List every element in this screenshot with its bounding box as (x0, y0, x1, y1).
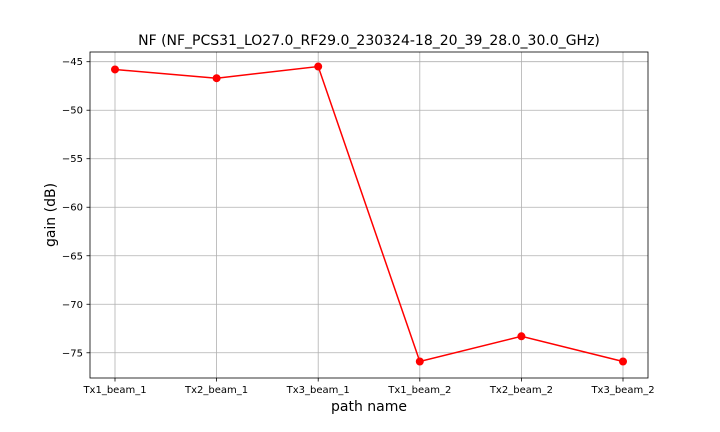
data-point (314, 62, 323, 71)
axes-frame (89, 51, 649, 379)
y-tick-label: −75 (62, 348, 83, 359)
series-layer (111, 62, 627, 366)
y-tick-label: −50 (62, 106, 83, 117)
y-tick-label: −55 (62, 154, 83, 165)
x-tick-label: Tx2_beam_2 (489, 385, 553, 396)
y-axis-label: gain (dB) (43, 183, 59, 247)
data-point (619, 357, 627, 366)
data-point (212, 74, 221, 83)
y-tick-label: −65 (62, 251, 83, 262)
x-tick-label: Tx1_beam_1 (82, 385, 146, 396)
x-axis-label: path name (331, 399, 407, 415)
grid (90, 52, 648, 378)
x-tick-label: Tx1_beam_2 (387, 385, 451, 396)
y-tick-label: −45 (62, 57, 83, 68)
y-axis: −45 −50 −55 −60 −65 −70 −75 (62, 57, 90, 359)
series-line (114, 65, 624, 363)
data-point (517, 332, 526, 341)
x-axis: Tx1_beam_1 Tx2_beam_1 Tx3_beam_1 Tx1_beam_2… (82, 378, 655, 396)
y-tick-label: −60 (62, 203, 83, 214)
chart-title: NF (NF_PCS31_LO27.0_RF29.0_230324-18_20_… (138, 33, 600, 49)
data-point (415, 357, 424, 366)
x-tick-label: Tx2_beam_1 (184, 385, 248, 396)
x-tick-label: Tx3_beam_1 (286, 385, 350, 396)
x-tick-label: Tx3_beam_2 (590, 385, 654, 396)
y-tick-label: −70 (62, 300, 83, 311)
data-point (111, 65, 119, 74)
